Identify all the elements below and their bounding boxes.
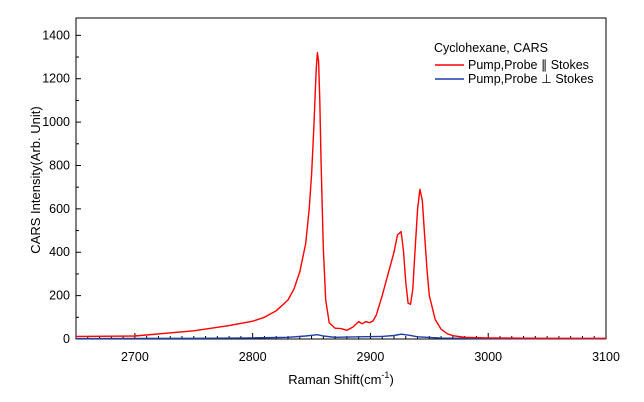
x-tick-label: 3100 — [592, 350, 620, 364]
y-axis-title: CARS Intensity(Arb. Unit) — [28, 106, 43, 253]
y-tick-label: 200 — [49, 289, 70, 303]
y-tick-label: 600 — [49, 202, 70, 216]
y-tick-label: 1200 — [42, 72, 70, 86]
x-tick-label: 3000 — [474, 350, 502, 364]
x-tick-label: 2800 — [239, 350, 267, 364]
legend-title: Cyclohexane, CARS — [434, 41, 548, 55]
y-tick-label: 800 — [49, 158, 70, 172]
ticks-layer: 0 200 400 600 800 1000 1200 1400 2700 2800 2900 300… — [42, 28, 620, 364]
series-line-parallel — [75, 52, 606, 339]
y-tick-label: 400 — [49, 245, 70, 259]
y-tick-label: 1000 — [42, 115, 70, 129]
legend-entry-parallel: Pump,Probe ∥ Stokes — [468, 58, 589, 72]
legend-entry-perpendicular: Pump,Probe ⊥ Stokes — [468, 72, 594, 86]
y-tick-label: 1400 — [42, 28, 70, 42]
series-layer — [75, 52, 607, 340]
series-line-perpendicular — [75, 333, 607, 340]
x-axis-title: Raman Shift(cm-1) — [288, 370, 394, 387]
parallel-symbol: ∥ — [541, 58, 547, 72]
x-tick-label: 2900 — [357, 350, 385, 364]
x-tick-label: 2700 — [121, 350, 149, 364]
plot-frame — [75, 17, 607, 340]
legend: Cyclohexane, CARS Pump,Probe ∥ Stokes Pu… — [434, 41, 594, 86]
perpendicular-symbol: ⊥ — [541, 72, 552, 86]
y-tick-label: 0 — [63, 332, 70, 346]
